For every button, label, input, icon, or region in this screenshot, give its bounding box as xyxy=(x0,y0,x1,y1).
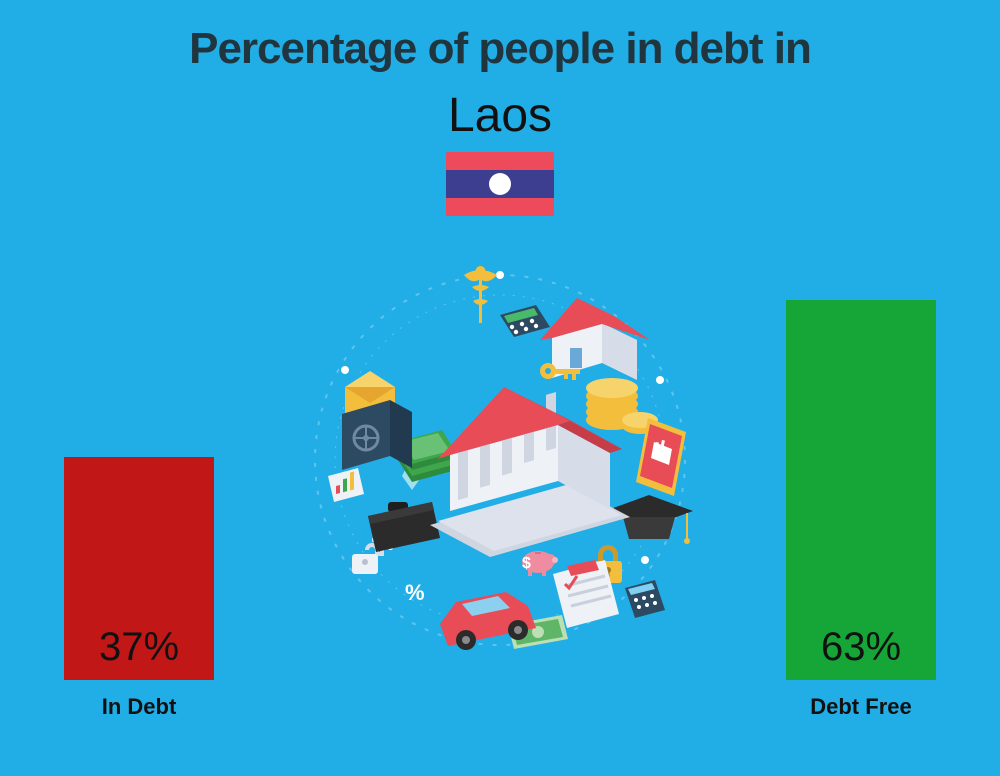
flag-stripe-bot xyxy=(446,198,554,216)
flag-circle xyxy=(489,173,511,195)
bar-in-debt-label: In Debt xyxy=(64,694,214,720)
flag-laos xyxy=(446,152,554,216)
svg-text:$: $ xyxy=(522,555,531,572)
flag-stripe-top xyxy=(446,152,554,170)
bar-in-debt: 37% In Debt xyxy=(64,300,214,680)
finance-illustration: % % xyxy=(290,250,710,670)
bar-debt-free: 63% Debt Free xyxy=(786,300,936,680)
bar-debt-free-fill xyxy=(786,300,936,680)
bar-in-debt-value: 37% xyxy=(64,625,214,670)
title-main: Percentage of people in debt in xyxy=(0,24,1000,74)
svg-text:%: % xyxy=(405,580,425,605)
infographic-canvas: Percentage of people in debt in Laos xyxy=(0,0,1000,776)
bar-debt-free-label: Debt Free xyxy=(786,694,936,720)
title-sub: Laos xyxy=(0,88,1000,143)
bar-debt-free-value: 63% xyxy=(786,625,936,670)
